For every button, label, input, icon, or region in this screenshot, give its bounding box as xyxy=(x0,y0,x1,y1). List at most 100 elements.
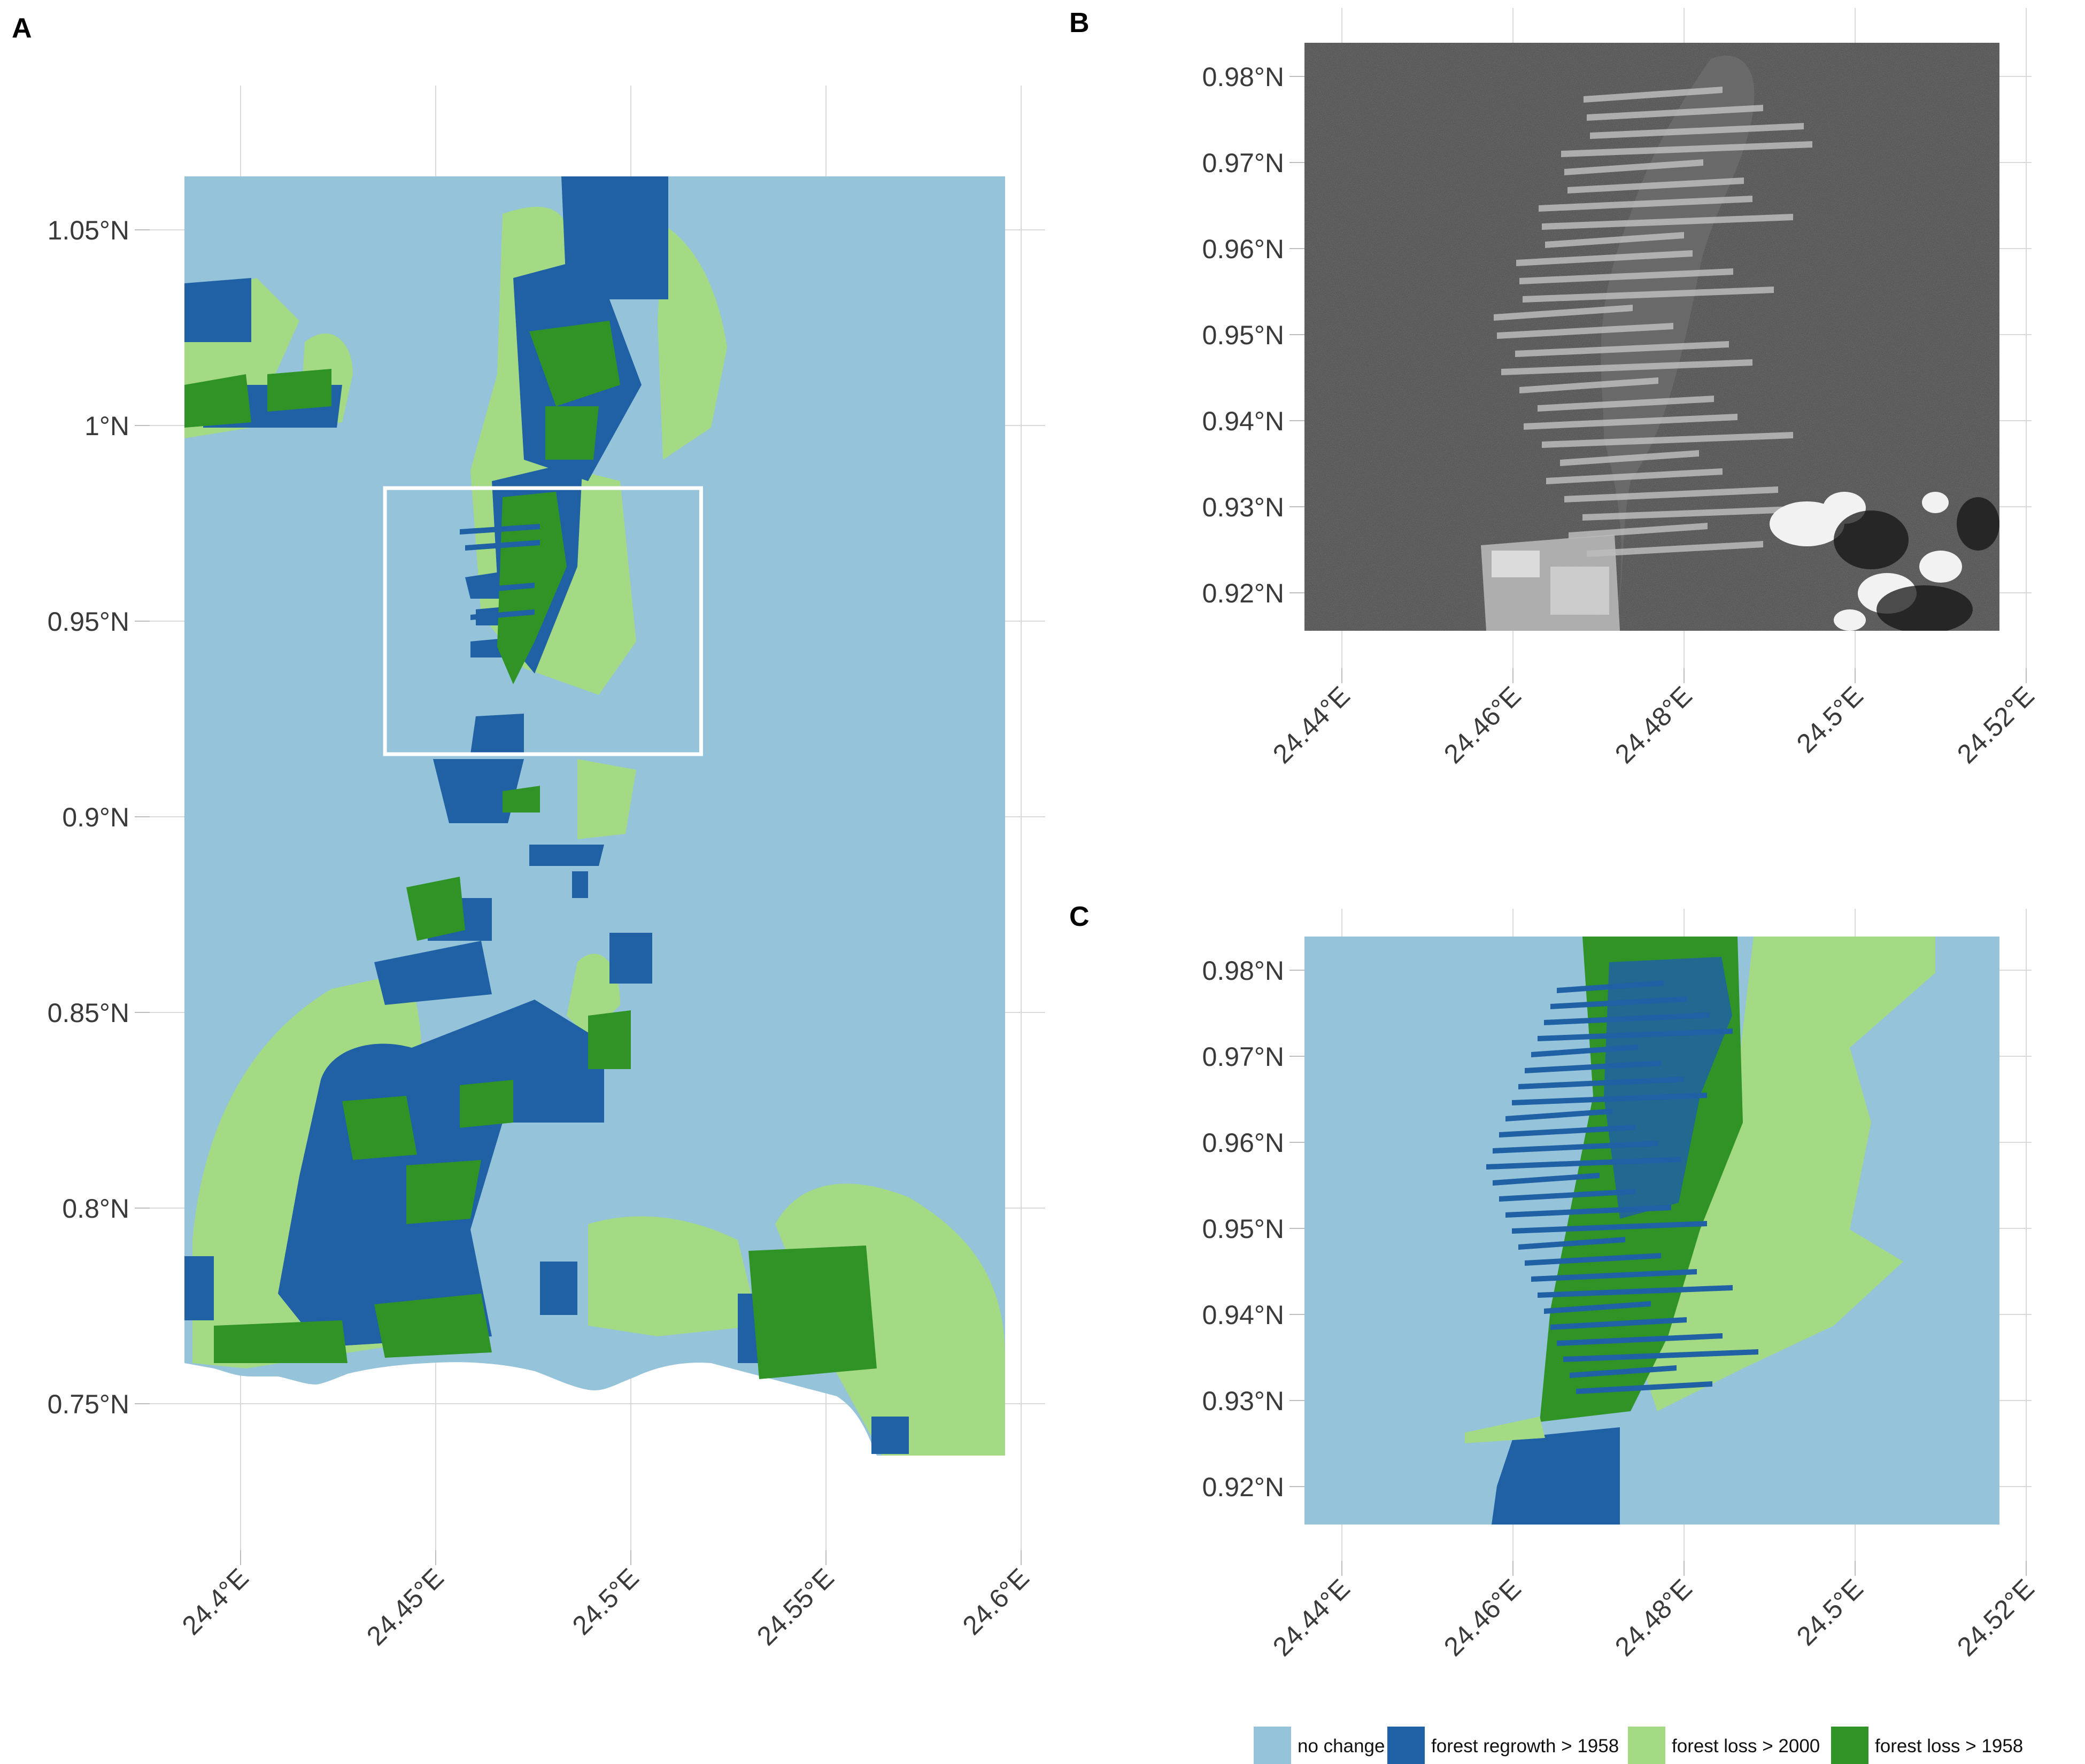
y-tick-label: 0.8°N xyxy=(62,1194,129,1224)
inset-location-frame xyxy=(383,486,703,756)
y-tick-label: 0.97°N xyxy=(1202,148,1284,178)
photo-strip xyxy=(1567,177,1744,194)
x-tick-label: 24.6°E xyxy=(957,1562,1035,1641)
map-strip-clearings xyxy=(1486,980,1758,1394)
legend-item: forest regrowth > 1958 xyxy=(1387,1727,1619,1764)
photo-strip xyxy=(1564,159,1703,175)
photo-strip xyxy=(1524,414,1738,430)
photo-strip xyxy=(1497,323,1673,339)
photo-strip xyxy=(1542,214,1793,230)
photo-strip xyxy=(1501,359,1752,375)
forest-loss-2000-area xyxy=(1636,937,1935,1411)
forest-loss-1958-areas xyxy=(184,321,877,1379)
photo-strip-clearings xyxy=(1494,87,1834,557)
legend-swatch xyxy=(1628,1727,1665,1764)
map-strip xyxy=(1512,1221,1707,1234)
y-tick-label: 0.98°N xyxy=(1202,62,1284,92)
photo-strip xyxy=(1590,123,1804,139)
legend-swatch xyxy=(1831,1727,1868,1764)
y-tick-label: 0.94°N xyxy=(1202,406,1284,436)
map-strip xyxy=(1544,1301,1651,1314)
regrowth-block xyxy=(1492,1427,1620,1525)
photo-strip xyxy=(1545,232,1684,248)
y-tick-label: 0.9°N xyxy=(62,802,129,832)
y-tick-label: 0.95°N xyxy=(1202,1214,1284,1244)
cloud-patches xyxy=(1770,492,1962,631)
panel-a-landcover-map xyxy=(184,176,1005,1456)
photo-strip xyxy=(1519,377,1658,393)
map-strip xyxy=(1493,1141,1658,1154)
x-tick-label: 24.48°E xyxy=(1609,680,1698,769)
legend-item: forest loss > 2000 xyxy=(1628,1727,1820,1764)
map-strip xyxy=(1512,1093,1707,1105)
x-tick-label: 24.46°E xyxy=(1438,1573,1527,1662)
photo-strip xyxy=(1561,141,1812,157)
map-strip xyxy=(1531,1045,1638,1057)
map-strip xyxy=(1525,1061,1661,1073)
y-tick-label: 0.95°N xyxy=(1202,320,1284,350)
map-strip xyxy=(1505,1109,1612,1121)
y-tick-label: 0.96°N xyxy=(1202,1128,1284,1158)
legend-label: forest loss > 1958 xyxy=(1875,1736,2023,1757)
legend-item: no change xyxy=(1254,1727,1385,1764)
y-tick-label: 0.98°N xyxy=(1202,956,1284,986)
x-tick-label: 24.4°E xyxy=(176,1562,254,1641)
panel-c-landcover-zoom: C 24.44°E 24.46°E 24.48°E 24.5°E 24.52°E 0.98… xyxy=(1069,901,2040,1662)
map-strip xyxy=(1557,1333,1723,1346)
y-tick-label: 0.85°N xyxy=(48,998,129,1028)
y-tick-label: 0.93°N xyxy=(1202,492,1284,522)
x-tick-label: 24.48°E xyxy=(1609,1573,1698,1662)
photo-strip xyxy=(1587,541,1763,557)
y-tick-label: 1°N xyxy=(84,411,129,441)
photo-strip xyxy=(1546,468,1723,484)
x-tick-label: 24.46°E xyxy=(1438,680,1527,769)
map-strip xyxy=(1538,1285,1733,1298)
y-tick-label: 0.96°N xyxy=(1202,234,1284,264)
photo-strip xyxy=(1569,523,1708,539)
y-tick-label: 0.95°N xyxy=(48,607,129,637)
x-tick-label: 24.44°E xyxy=(1267,680,1356,769)
photo-strip xyxy=(1515,341,1729,357)
legend-swatch xyxy=(1387,1727,1425,1764)
photo-strip xyxy=(1516,250,1693,266)
forest-regrowth-area xyxy=(1604,957,1732,1219)
x-tick-label: 24.44°E xyxy=(1267,1573,1356,1662)
photo-strip xyxy=(1587,105,1763,121)
map-strip xyxy=(1544,1012,1710,1025)
photo-strip xyxy=(1542,432,1793,448)
photo-strip xyxy=(1523,287,1774,303)
map-strip xyxy=(1525,1253,1661,1266)
x-tick-label: 24.52°E xyxy=(1951,680,2040,769)
map-strip xyxy=(1518,1077,1684,1089)
aerial-photograph xyxy=(1304,43,1999,631)
y-tick-label: 0.97°N xyxy=(1202,1042,1284,1072)
panel-b-letter: B xyxy=(1069,7,1090,38)
map-strip xyxy=(1570,1365,1677,1378)
map-strip xyxy=(1493,1173,1600,1186)
x-tick-label: 24.5°E xyxy=(1791,680,1869,759)
legend-swatch xyxy=(1254,1727,1291,1764)
photo-strip xyxy=(1494,305,1633,321)
panel-a-letter: A xyxy=(12,13,32,44)
photo-strip xyxy=(1584,87,1723,103)
panel-b-aerial-photo: B 24.44°E 24.46°E 24.48°E xyxy=(1069,7,2040,769)
legend-label: no change xyxy=(1298,1736,1385,1757)
y-tick-label: 0.92°N xyxy=(1202,1472,1284,1502)
map-strip xyxy=(1486,1157,1681,1170)
map-strip xyxy=(1550,996,1687,1009)
y-tick-label: 1.05°N xyxy=(48,215,129,245)
photo-strip xyxy=(1519,268,1733,284)
map-strip xyxy=(1518,1237,1625,1250)
x-tick-label: 24.45°E xyxy=(361,1562,450,1651)
map-strip xyxy=(1499,1189,1635,1202)
x-tick-label: 24.55°E xyxy=(751,1562,840,1651)
legend: no change forest regrowth > 1958 forest lo… xyxy=(1254,1727,2023,1764)
map-strip xyxy=(1531,1269,1697,1282)
photo-strip xyxy=(1564,486,1778,502)
map-strip xyxy=(1550,1317,1687,1330)
y-tick-label: 0.93°N xyxy=(1202,1386,1284,1416)
panel-c-letter: C xyxy=(1069,901,1090,932)
x-tick-label: 24.52°E xyxy=(1951,1573,2040,1662)
map-strip xyxy=(1576,1381,1712,1394)
cloud-shadows xyxy=(1834,497,1999,631)
